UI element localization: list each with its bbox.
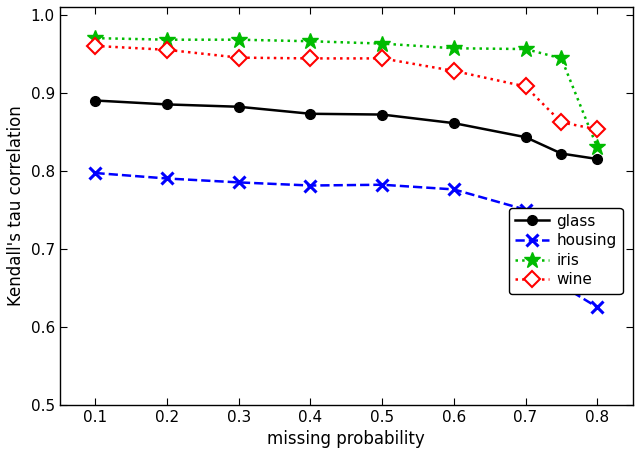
iris	[522, 46, 529, 52]
Line: glass: glass	[91, 96, 602, 164]
iris	[378, 41, 386, 46]
iris	[307, 39, 314, 44]
housing	[450, 187, 458, 192]
wine	[307, 56, 314, 61]
wine	[593, 126, 601, 132]
housing	[593, 304, 601, 310]
Line: wine: wine	[90, 40, 603, 135]
wine	[92, 43, 99, 49]
housing	[163, 176, 171, 181]
glass	[557, 151, 565, 156]
glass	[450, 121, 458, 126]
iris	[163, 37, 171, 42]
X-axis label: missing probability: missing probability	[268, 430, 425, 448]
Line: iris: iris	[87, 30, 605, 156]
Legend: glass, housing, iris, wine: glass, housing, iris, wine	[509, 207, 623, 293]
glass	[163, 101, 171, 107]
glass	[92, 98, 99, 103]
glass	[235, 104, 243, 110]
wine	[163, 47, 171, 53]
housing	[307, 183, 314, 188]
glass	[522, 134, 529, 140]
glass	[307, 111, 314, 116]
iris	[557, 56, 565, 61]
housing	[378, 182, 386, 187]
glass	[378, 112, 386, 117]
iris	[593, 145, 601, 150]
wine	[522, 84, 529, 89]
wine	[557, 120, 565, 125]
iris	[92, 35, 99, 41]
wine	[450, 68, 458, 74]
housing	[92, 170, 99, 176]
iris	[235, 37, 243, 42]
Y-axis label: Kendall's tau correlation: Kendall's tau correlation	[7, 106, 25, 306]
housing	[557, 283, 565, 288]
wine	[235, 55, 243, 61]
Line: housing: housing	[89, 167, 604, 313]
housing	[235, 180, 243, 185]
housing	[522, 207, 529, 212]
iris	[450, 46, 458, 51]
glass	[593, 156, 601, 162]
wine	[378, 56, 386, 61]
